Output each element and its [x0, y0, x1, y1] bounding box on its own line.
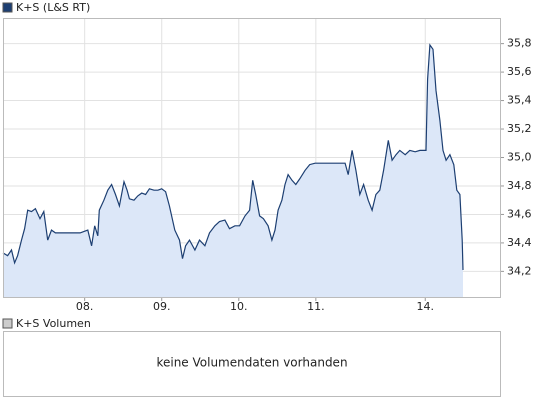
- volume-legend-label: K+S Volumen: [16, 317, 91, 330]
- legend-swatch: [2, 2, 13, 13]
- volume-frame: [3, 331, 501, 397]
- volume-message: keine Volumendaten vorhanden: [156, 356, 347, 370]
- y-tick-label: 35,0: [507, 151, 532, 164]
- y-tick-label: 34,2: [507, 264, 532, 277]
- x-tick-label: 14.: [417, 300, 435, 313]
- x-tick-label: 09.: [153, 300, 171, 313]
- plot-frame: [3, 18, 501, 298]
- y-tick-label: 35,4: [507, 94, 532, 107]
- x-tick-label: 11.: [307, 300, 325, 313]
- y-tick-label: 34,6: [507, 207, 532, 220]
- y-tick-label: 35,2: [507, 122, 532, 135]
- line: [2, 43, 464, 271]
- y-tick-label: 34,8: [507, 179, 532, 192]
- x-tick-label: 08.: [76, 300, 94, 313]
- y-tick-label: 35,8: [507, 37, 532, 50]
- x-tick-label: 10.: [230, 300, 248, 313]
- area: [3, 45, 463, 297]
- legend-label: K+S (L&S RT): [16, 1, 90, 14]
- y-tick-label: 34,4: [507, 236, 532, 249]
- y-tick-label: 35,6: [507, 65, 532, 78]
- volume-legend-swatch: [2, 318, 13, 329]
